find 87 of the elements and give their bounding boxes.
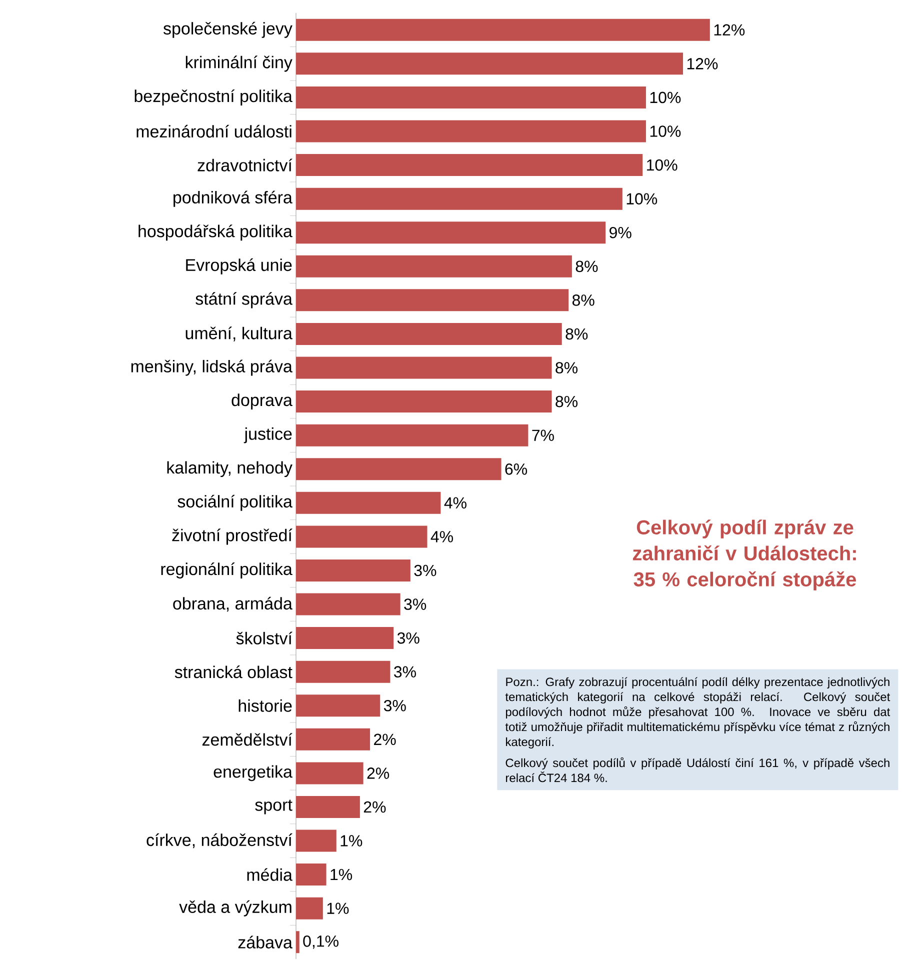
bar bbox=[296, 593, 400, 616]
annotation: Celkový součet podílů v případě Událostí činí 161 %, v případě všech relací ČT24 184 %. bbox=[506, 757, 890, 782]
data-label: 8% bbox=[566, 328, 588, 340]
data-label: 8% bbox=[572, 294, 594, 306]
data-label: 12% bbox=[714, 24, 745, 36]
bar bbox=[296, 864, 326, 886]
data-label: 12% bbox=[687, 58, 718, 70]
data-label: 10% bbox=[650, 126, 681, 137]
bar bbox=[296, 390, 552, 413]
bar bbox=[296, 86, 646, 108]
data-label: 4% bbox=[430, 531, 453, 542]
y-tick-label: umění, kultura bbox=[186, 326, 292, 342]
y-tick-label: média bbox=[247, 868, 292, 881]
data-label: 8% bbox=[556, 396, 578, 408]
bar bbox=[296, 222, 606, 244]
data-label: 3% bbox=[384, 700, 406, 712]
y-tick-label: zábava bbox=[238, 936, 292, 948]
y-tick-label: církve, náboženství bbox=[146, 833, 292, 848]
data-label: 4% bbox=[444, 497, 466, 508]
y-tick-label: historie bbox=[238, 699, 292, 712]
data-label: 8% bbox=[556, 362, 578, 374]
bar bbox=[296, 188, 622, 210]
bar bbox=[296, 154, 643, 176]
bar bbox=[296, 897, 323, 920]
bar bbox=[296, 356, 552, 379]
bar bbox=[296, 492, 441, 514]
data-label: 6% bbox=[505, 463, 528, 475]
y-tick-label: Evropská unie bbox=[186, 258, 292, 274]
data-label: 7% bbox=[532, 430, 554, 441]
y-tick-label: věda a výzkum bbox=[179, 900, 292, 916]
y-tick-label: mezinárodní události bbox=[136, 124, 292, 138]
bar bbox=[296, 322, 562, 345]
y-tick-label: kriminální činy bbox=[186, 56, 292, 72]
y-tick-label: stranická oblast bbox=[174, 665, 292, 678]
annotation: Pozn.: Grafy zobrazují procentuální podíl délky prezentace jednotlivých tematických kategorií na celkové stopáži relací. Celkový součet podílových hodnot může přesahovat 100 %. Inovace ve sběru dat totiž umožňuje přiřadit multitematickému příspěvku více témat z různých kategorií. bbox=[505, 677, 890, 749]
bar bbox=[296, 289, 569, 312]
y-tick-label: sport bbox=[255, 800, 292, 814]
bar bbox=[296, 660, 390, 683]
data-label: 9% bbox=[610, 226, 632, 238]
data-label: 1% bbox=[327, 902, 349, 914]
data-label: 10% bbox=[626, 193, 658, 204]
bar bbox=[296, 458, 502, 480]
y-tick-label: podniková sféra bbox=[174, 190, 292, 207]
data-label: 10% bbox=[647, 159, 678, 171]
data-label: 1% bbox=[340, 835, 362, 846]
y-tick-label: regionální politika bbox=[161, 562, 292, 578]
y-tick-label: školství bbox=[236, 632, 292, 644]
bar bbox=[296, 52, 683, 75]
y-tick-label: obrana, armáda bbox=[173, 596, 292, 612]
y-tick-label: bezpečnostní politika bbox=[134, 89, 292, 106]
y-tick-label: menšiny, lidská práva bbox=[131, 360, 292, 376]
y-tick-label: státní správa bbox=[196, 292, 292, 308]
y-tick-label: hospodářská politika bbox=[138, 224, 292, 241]
y-tick-label: společenské jevy bbox=[163, 22, 292, 38]
bar bbox=[296, 694, 380, 717]
data-label: 3% bbox=[397, 632, 420, 644]
y-tick-label: doprava bbox=[232, 394, 292, 410]
bar bbox=[296, 255, 572, 278]
y-tick-label: justice bbox=[244, 427, 292, 444]
bar bbox=[296, 728, 370, 750]
data-label: 2% bbox=[374, 734, 396, 746]
bar bbox=[296, 424, 528, 446]
bar bbox=[296, 18, 710, 41]
bar bbox=[296, 830, 336, 852]
data-label: 0,1% bbox=[303, 936, 338, 949]
bar bbox=[296, 627, 394, 650]
bar bbox=[296, 120, 646, 142]
data-label: 3% bbox=[414, 564, 436, 576]
y-tick-label: energetika bbox=[214, 765, 292, 782]
bar bbox=[296, 559, 410, 582]
y-tick-label: sociální politika bbox=[178, 494, 292, 511]
data-label: 3% bbox=[404, 598, 426, 610]
data-label: 1% bbox=[330, 868, 352, 880]
y-tick-label: zemědělství bbox=[202, 733, 292, 746]
y-tick-label: životní prostředí bbox=[172, 528, 292, 545]
data-label: 2% bbox=[367, 768, 390, 779]
data-label: 3% bbox=[394, 666, 416, 678]
bar bbox=[296, 796, 360, 818]
y-tick-label: kalamity, nehody bbox=[167, 461, 292, 478]
data-label: 2% bbox=[364, 801, 386, 813]
data-label: 8% bbox=[576, 260, 598, 272]
bar bbox=[296, 762, 364, 784]
annotation: Celkový podíl zpráv ze zahraničí v Událostech: 35 % celoroční stopáže bbox=[632, 520, 856, 590]
bar bbox=[296, 931, 300, 954]
data-label: 10% bbox=[650, 92, 681, 104]
bar bbox=[296, 526, 428, 548]
y-tick-label: zdravotnictví bbox=[198, 158, 292, 172]
